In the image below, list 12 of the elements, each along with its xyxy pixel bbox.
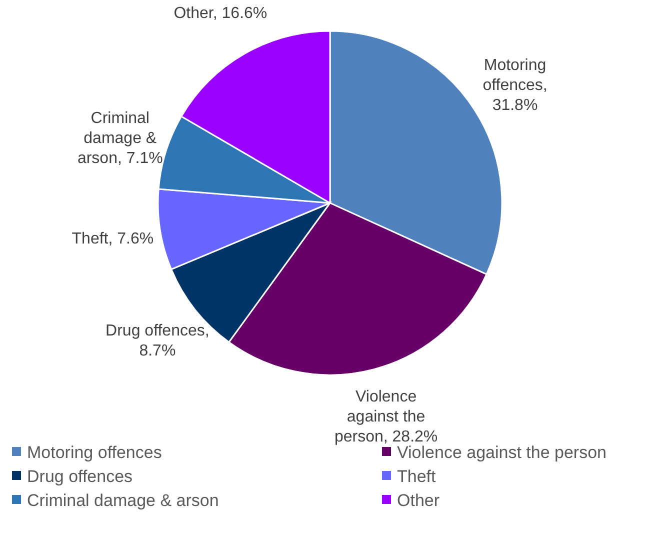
data-label: Theft, 7.6% <box>72 230 154 248</box>
legend-label: Drug offences <box>27 467 133 486</box>
data-label: Violence against the person, 28.2% <box>334 388 438 446</box>
legend-label: Violence against the person <box>397 443 607 462</box>
legend-label: Theft <box>397 467 436 486</box>
legend-label: Other <box>397 491 440 510</box>
data-label: Other, 16.6% <box>174 5 268 22</box>
legend-label: Motoring offences <box>27 443 162 462</box>
data-label: Drug offences, 8.7% <box>106 322 210 360</box>
legend-label: Criminal damage & arson <box>27 491 219 510</box>
data-label: Criminal damage & arson, 7.1% <box>77 110 163 167</box>
data-label: Motoring offences, 31.8% <box>482 56 548 114</box>
